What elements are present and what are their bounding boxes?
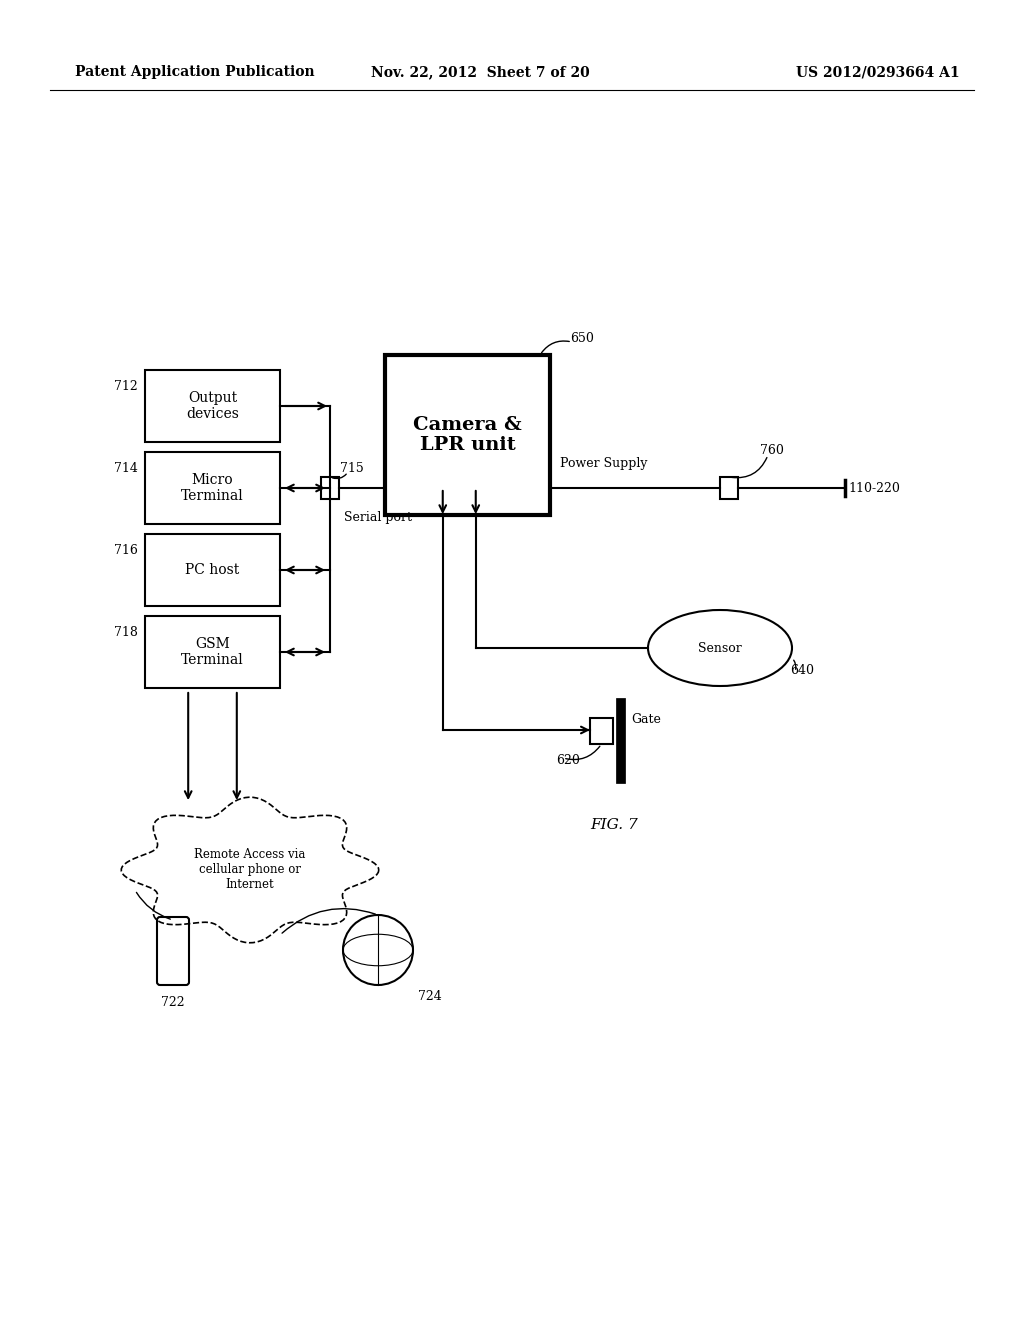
Text: Remote Access via
cellular phone or
Internet: Remote Access via cellular phone or Inte… [195,849,306,891]
Text: Nov. 22, 2012  Sheet 7 of 20: Nov. 22, 2012 Sheet 7 of 20 [371,65,590,79]
Text: Output
devices: Output devices [186,391,239,421]
FancyBboxPatch shape [385,355,550,515]
Text: Power Supply: Power Supply [560,457,647,470]
Text: PC host: PC host [185,564,240,577]
FancyBboxPatch shape [145,451,280,524]
FancyBboxPatch shape [145,616,280,688]
Text: 110-220: 110-220 [848,482,900,495]
Ellipse shape [648,610,792,686]
Text: 640: 640 [790,664,814,676]
Text: Gate: Gate [631,713,660,726]
Text: US 2012/0293664 A1: US 2012/0293664 A1 [797,65,961,79]
Text: 716: 716 [114,544,138,557]
Text: 620: 620 [556,754,580,767]
Text: 724: 724 [418,990,441,1003]
Text: 760: 760 [760,444,784,457]
Text: 722: 722 [161,997,184,1008]
Text: 712: 712 [115,380,138,393]
Text: FIG. 7: FIG. 7 [590,818,638,832]
FancyBboxPatch shape [720,477,738,499]
Text: Sensor: Sensor [698,642,741,655]
Text: Camera &
LPR unit: Camera & LPR unit [413,416,522,454]
FancyBboxPatch shape [145,370,280,442]
Text: 715: 715 [340,462,364,474]
FancyBboxPatch shape [321,477,339,499]
Text: GSM
Terminal: GSM Terminal [181,636,244,667]
FancyBboxPatch shape [157,917,189,985]
Circle shape [343,915,413,985]
Text: Micro
Terminal: Micro Terminal [181,473,244,503]
Text: 714: 714 [114,462,138,475]
Text: 650: 650 [570,331,594,345]
Text: Patent Application Publication: Patent Application Publication [75,65,314,79]
Text: Serial port: Serial port [344,511,412,524]
FancyBboxPatch shape [145,535,280,606]
FancyBboxPatch shape [590,718,613,744]
Text: 718: 718 [114,626,138,639]
